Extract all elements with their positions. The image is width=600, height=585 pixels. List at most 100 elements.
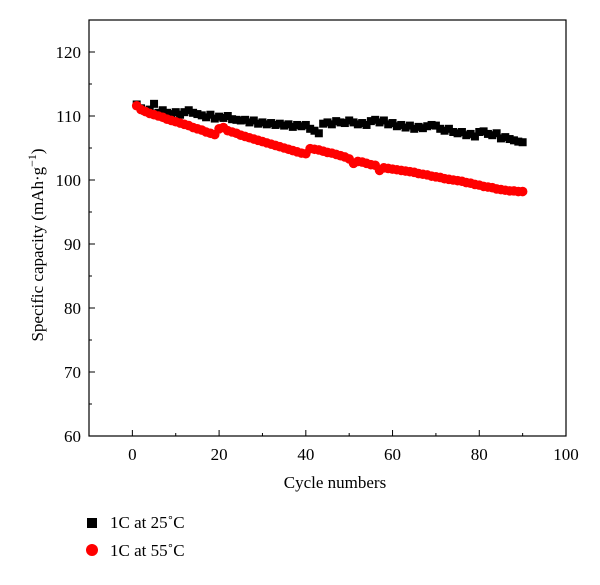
data-point-25c [449,128,458,136]
data-point-25c [479,127,488,136]
data-point-25c [158,106,167,115]
data-point-25c [228,115,237,124]
data-point-25c [189,108,198,117]
legend-marker-25c [87,518,97,528]
data-point-25c [254,119,263,128]
x-tick-label: 80 [471,445,488,464]
data-point-25c [262,120,271,129]
data-point-25c [245,118,254,127]
legend-label-25c: 1C at 25˚C [110,513,185,532]
data-point-25c [176,110,185,119]
data-point-25c [345,116,354,125]
data-point-25c [293,120,302,129]
data-point-25c [496,134,505,143]
data-point-25c [271,120,280,129]
data-point-25c [223,112,232,120]
data-point-25c [457,128,466,136]
data-point-25c [150,99,159,108]
data-point-25c [462,131,471,140]
data-point-25c [362,120,371,129]
data-point-25c [206,110,215,119]
data-point-25c [440,126,449,135]
x-tick-label: 40 [297,445,314,464]
data-point-25c [297,122,306,131]
data-point-25c [236,116,245,125]
x-tick-label: 60 [384,445,401,464]
data-point-25c [167,110,176,119]
data-point-25c [197,111,206,120]
data-point-25c [414,122,423,131]
data-point-25c [418,124,427,133]
data-point-25c [353,120,362,129]
y-tick-label: 120 [56,43,82,62]
y-tick-label: 100 [56,171,82,190]
plot-frame-group [88,19,567,437]
data-point-25c [336,118,345,127]
data-point-25c [466,129,475,138]
data-point-25c [423,122,432,131]
legend-label-55c: 1C at 55˚C [110,541,185,560]
data-point-25c [340,119,349,128]
data-point-25c [379,116,388,125]
y-tick-label: 80 [64,299,81,318]
x-axis-title: Cycle numbers [284,473,386,492]
data-point-25c [193,110,202,119]
data-point-25c [232,115,241,124]
data-point-25c [180,108,189,117]
legend-marker-55c [86,544,98,556]
data-point-25c [249,116,258,125]
data-point-25c [310,126,319,135]
y-axis-title-main: Specific capacity (mAh·g [28,166,47,341]
data-point-25c [358,119,367,128]
data-point-25c [488,131,497,140]
data-point-25c [392,122,401,131]
data-point-25c [366,117,375,126]
data-point-25c [514,137,523,146]
data-point-25c [184,106,193,115]
data-point-25c [284,120,293,129]
data-point-25c [301,120,310,129]
data-point-25c [332,117,341,126]
data-point-25c [453,129,462,138]
y-axis-title-close: ) [28,148,47,154]
data-point-25c [215,112,224,121]
data-point-25c [327,120,336,129]
plot-frame [88,19,567,437]
data-point-25c [492,129,501,138]
data-point-25c [241,115,250,124]
data-point-25c [431,121,440,130]
data-point-25c [436,124,445,133]
data-point-25c [314,129,323,138]
data-point-25c [319,119,328,128]
x-tick-label: 20 [211,445,228,464]
data-point-25c [258,118,267,127]
y-axis-title-superscript: −1 [25,154,39,167]
data-point-25c [384,120,393,129]
data-point-25c [518,138,527,147]
data-point-25c [210,114,219,123]
data-point-25c [323,118,332,127]
data-point-25c [280,121,289,130]
data-point-25c [349,118,358,127]
data-point-25c [202,113,211,122]
x-tick-label: 100 [553,445,579,464]
data-point-25c [163,108,172,117]
y-tick-label: 60 [64,427,81,446]
data-point-25c [509,136,518,145]
y-tick-label: 70 [64,363,81,382]
y-tick-label: 110 [56,107,81,126]
data-point-25c [267,119,276,128]
data-point-25c [375,118,384,127]
data-point-25c [397,120,406,129]
x-tick-label: 0 [128,445,137,464]
data-point-25c [475,128,484,136]
y-axis-ticks: 60 70 80 90 100 110 120 [56,43,95,446]
legend: 1C at 25˚C 1C at 55˚C [86,513,185,560]
data-point-25c [171,108,180,117]
data-point-25c [306,124,315,133]
y-tick-label: 90 [64,235,81,254]
data-point-25c [401,123,410,132]
data-point-25c [483,129,492,138]
data-point-25c [388,119,397,128]
